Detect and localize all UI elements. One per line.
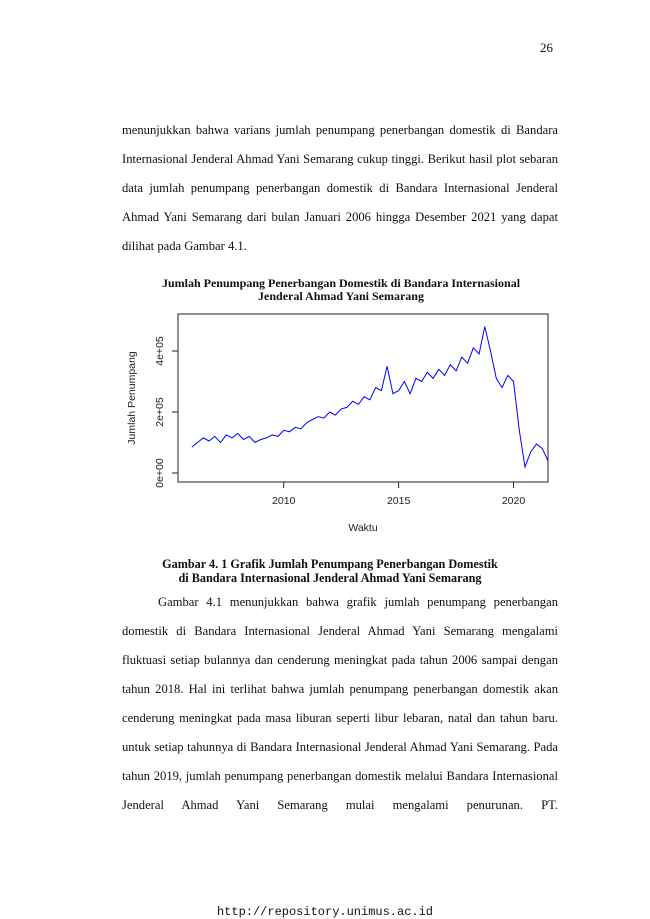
paragraph: menunjukkan bahwa varians jumlah penumpa… (122, 123, 558, 253)
chart-title: Jumlah Penumpang Penerbangan Domestik di… (161, 276, 521, 290)
x-tick-label: 2020 (502, 495, 526, 507)
y-tick-label: 0e+00 (154, 458, 166, 488)
y-tick-label: 4e+05 (154, 336, 166, 366)
x-tick-label: 2010 (272, 495, 296, 507)
figure-caption: di Bandara Internasional Jenderal Ahmad … (178, 571, 482, 585)
plot-frame (177, 313, 549, 483)
paragraph: Gambar 4.1 menunjukkan bahwa grafik juml… (122, 595, 558, 812)
figure-caption: Gambar 4. 1 Grafik Jumlah Penumpang Pene… (162, 557, 498, 571)
data-line (191, 326, 549, 469)
y-tick-label: 2e+05 (154, 397, 166, 427)
chart-title: Jenderal Ahmad Yani Semarang (258, 289, 424, 303)
x-tick-label: 2015 (387, 495, 411, 507)
y-axis-label: Jumlah Penumpang (126, 351, 138, 445)
page-number: 26 (540, 40, 553, 55)
footer-url: http://repository.unimus.ac.id (216, 905, 434, 919)
chart: 2010 2015 2020 0e+00 2e+05 4e+05 Waktu Jumlah P… (126, 313, 549, 534)
x-axis-label: Waktu (348, 522, 378, 534)
